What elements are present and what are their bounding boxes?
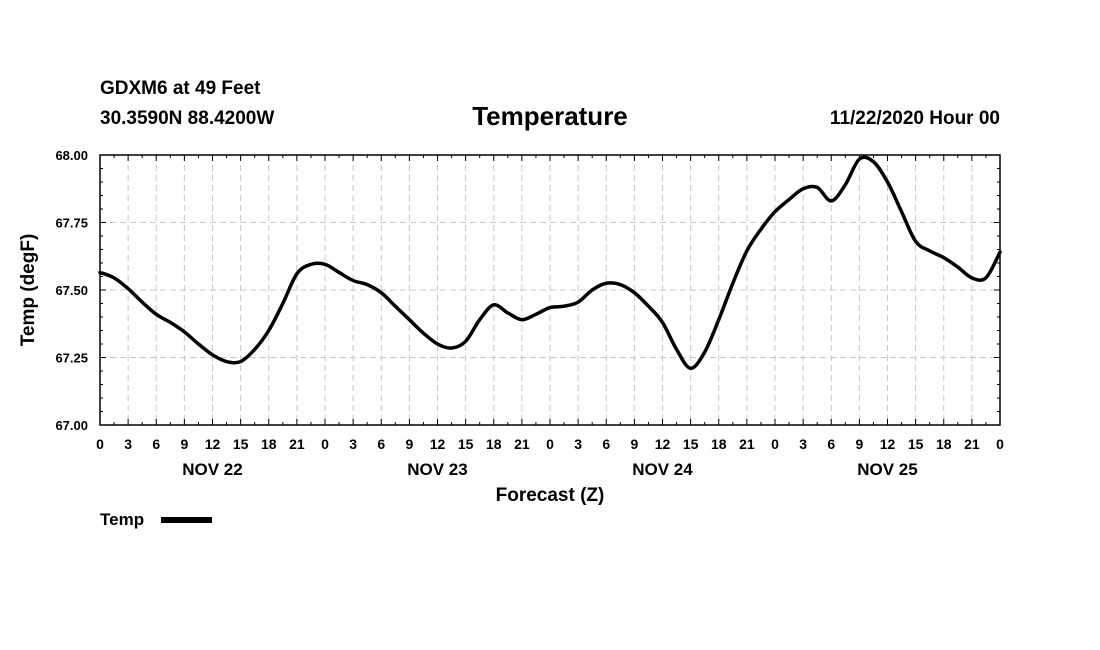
- legend-label-temp: Temp: [100, 510, 144, 529]
- y-tick-label: 67.25: [55, 351, 88, 366]
- x-tick-label: 3: [799, 436, 807, 452]
- coords-label: 30.3590N 88.4200W: [100, 108, 274, 129]
- x-tick-label: 18: [936, 436, 952, 452]
- day-label: NOV 23: [407, 460, 467, 479]
- x-tick-label: 9: [855, 436, 863, 452]
- day-label: NOV 24: [632, 460, 693, 479]
- day-labels: NOV 22 NOV 23 NOV 24 NOV 25: [182, 460, 917, 479]
- x-tick-label: 6: [377, 436, 385, 452]
- x-tick-label: 21: [739, 436, 755, 452]
- legend: Temp: [100, 510, 212, 529]
- x-tick-label: 6: [827, 436, 835, 452]
- y-tick-label: 67.50: [55, 283, 88, 298]
- chart-title: Temperature: [472, 101, 628, 131]
- x-tick-label: 15: [458, 436, 474, 452]
- x-tick-labels: 0 3 6 9 12 15 18 21 0 3 6 9 12 15 18 21 0 3 6 9 12 15 18 21 0 3 6 9…: [96, 436, 1004, 452]
- y-tick-label: 68.00: [55, 148, 88, 163]
- grid-lines: [100, 155, 1000, 425]
- x-tick-label: 0: [996, 436, 1004, 452]
- x-tick-label: 0: [771, 436, 779, 452]
- x-tick-label: 9: [630, 436, 638, 452]
- series-line-temp: [98, 155, 1002, 371]
- day-label: NOV 25: [857, 460, 917, 479]
- x-tick-label: 12: [430, 436, 446, 452]
- x-tick-label: 12: [655, 436, 671, 452]
- datetime-label: 11/22/2020 Hour 00: [830, 108, 1000, 129]
- x-tick-label: 21: [514, 436, 530, 452]
- x-tick-label: 0: [546, 436, 554, 452]
- x-tick-label: 9: [405, 436, 413, 452]
- y-tick-label: 67.75: [55, 216, 88, 231]
- x-tick-label: 6: [152, 436, 160, 452]
- x-tick-label: 21: [964, 436, 980, 452]
- x-tick-label: 3: [349, 436, 357, 452]
- y-tick-labels: 67.00 67.25 67.50 67.75 68.00: [55, 148, 88, 433]
- x-tick-label: 6: [602, 436, 610, 452]
- x-tick-label: 15: [683, 436, 699, 452]
- y-tick-label: 67.00: [55, 418, 88, 433]
- x-tick-label: 3: [124, 436, 132, 452]
- station-label: GDXM6 at 49 Feet: [100, 78, 261, 99]
- x-tick-label: 15: [908, 436, 924, 452]
- x-tick-label: 0: [96, 436, 104, 452]
- x-tick-label: 3: [574, 436, 582, 452]
- y-axis-title: Temp (degF): [18, 234, 39, 347]
- x-tick-label: 0: [321, 436, 329, 452]
- series-layer: [98, 155, 1002, 371]
- x-tick-label: 18: [261, 436, 277, 452]
- day-label: NOV 22: [182, 460, 242, 479]
- x-tick-label: 15: [233, 436, 249, 452]
- plot-frame: [99, 154, 1001, 426]
- x-tick-label: 9: [180, 436, 188, 452]
- x-tick-label: 12: [880, 436, 896, 452]
- x-tick-label: 12: [205, 436, 221, 452]
- x-tick-label: 18: [711, 436, 727, 452]
- x-tick-label: 21: [289, 436, 305, 452]
- x-axis-title: Forecast (Z): [496, 485, 605, 506]
- x-tick-label: 18: [486, 436, 502, 452]
